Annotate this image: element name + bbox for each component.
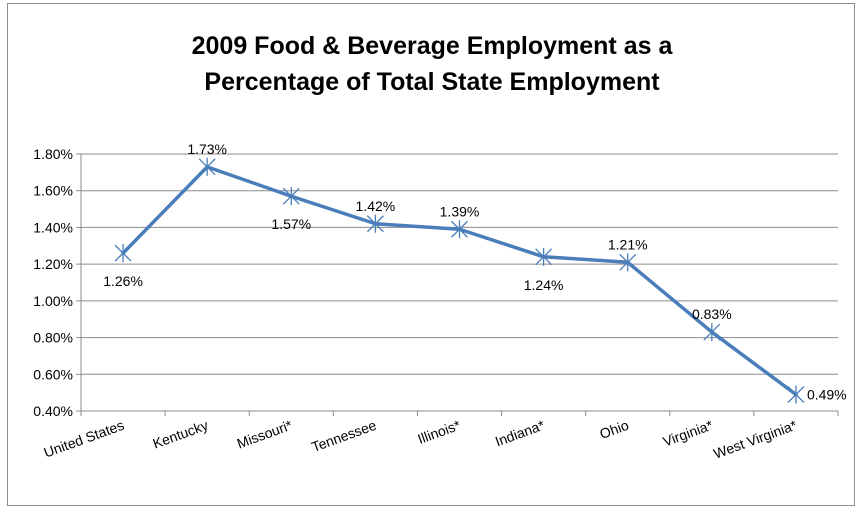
data-label: 1.21%: [608, 236, 648, 252]
x-axis-tick-labels: United States Kentucky Missouri* Tennessee I…: [42, 417, 800, 462]
x-tick-label: Kentucky: [151, 417, 211, 452]
chart-title-line-1: 2009 Food & Beverage Employment as a: [191, 32, 673, 60]
chart-frame: 2009 Food & Beverage Employment as a Per…: [7, 3, 855, 506]
x-tick-label: Ohio: [597, 417, 630, 442]
data-point-marker: [282, 187, 300, 206]
y-tick-label: 1.80%: [33, 146, 73, 162]
chart-title-line-2: Percentage of Total State Employment: [204, 68, 660, 96]
y-tick-label: 1.40%: [33, 219, 73, 235]
data-label: 1.26%: [103, 273, 143, 289]
y-tick-label: 1.60%: [33, 183, 73, 199]
data-label: 1.39%: [440, 203, 480, 219]
series-line: [121, 165, 798, 397]
y-axis-tick-labels: 0.40% 0.60% 0.80% 1.00% 1.20% 1.40% 1.60% 1.80%: [33, 146, 73, 419]
data-label: 1.57%: [271, 216, 311, 232]
x-tick-label: Missouri*: [235, 417, 295, 452]
data-point-marker: [198, 157, 216, 176]
data-label: 0.83%: [692, 306, 732, 322]
series: [114, 157, 805, 404]
x-tick-label: West Virginia*: [711, 417, 799, 462]
axes: [76, 153, 839, 416]
x-tick-label: Indiana*: [493, 417, 547, 450]
y-tick-label: 1.20%: [33, 256, 73, 272]
data-point-marker: [703, 323, 721, 342]
data-point-marker: [366, 214, 384, 233]
x-tick-label: United States: [42, 417, 126, 461]
chart-title: 2009 Food & Beverage Employment as a Per…: [8, 28, 856, 100]
y-tick-label: 0.80%: [33, 330, 73, 346]
x-tick-label: Tennessee: [309, 417, 378, 455]
y-tick-label: 1.00%: [33, 293, 73, 309]
data-point-marker: [787, 385, 805, 404]
data-point-marker: [535, 247, 553, 266]
gridlines: [81, 153, 838, 375]
data-label: 0.49%: [807, 386, 847, 402]
line-chart: 0.40% 0.60% 0.80% 1.00% 1.20% 1.40% 1.60% 1.80%…: [33, 141, 846, 462]
data-label: 1.24%: [524, 277, 564, 293]
data-label: 1.73%: [187, 141, 227, 157]
x-tick-label: Illinois*: [415, 417, 463, 447]
y-tick-label: 0.60%: [33, 366, 73, 382]
data-point-marker: [451, 220, 468, 239]
x-tick-label: Virginia*: [661, 417, 716, 450]
y-tick-label: 0.40%: [33, 403, 73, 419]
data-labels: 1.26% 1.73% 1.57% 1.42% 1.39% 1.24% 1.21% 0.83%…: [103, 141, 846, 403]
data-point-marker: [114, 244, 132, 263]
data-label: 1.42%: [356, 198, 396, 214]
data-point-marker: [619, 253, 637, 272]
